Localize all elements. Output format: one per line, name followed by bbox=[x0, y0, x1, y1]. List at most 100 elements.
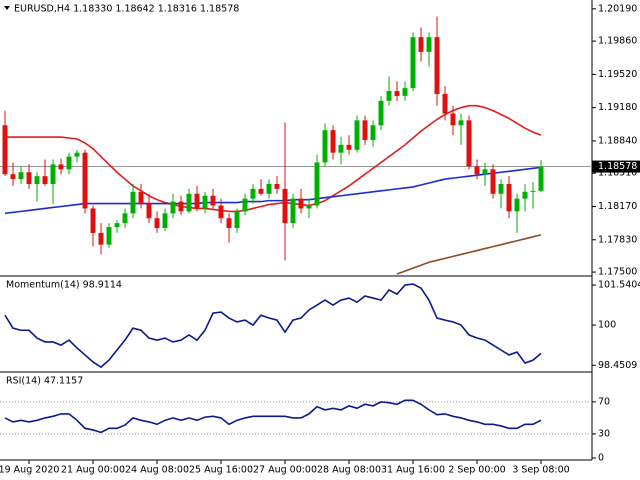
candle-body bbox=[410, 37, 416, 89]
candle-body bbox=[274, 183, 280, 189]
candle-body bbox=[234, 211, 240, 229]
candle-body bbox=[242, 198, 248, 212]
candle-body bbox=[82, 152, 88, 209]
candle-body bbox=[154, 218, 160, 229]
moving-average bbox=[4, 166, 542, 215]
candle-body bbox=[10, 174, 16, 180]
candle-body bbox=[2, 125, 8, 175]
candle-body bbox=[194, 193, 200, 209]
candle-body bbox=[210, 195, 216, 206]
y-tick-label: 1.19180 bbox=[598, 102, 637, 113]
y-tick-label: 1.17830 bbox=[598, 234, 637, 245]
candle-body bbox=[530, 190, 536, 192]
candle-body bbox=[178, 201, 184, 212]
candle-body bbox=[66, 156, 72, 170]
candle-body bbox=[58, 164, 64, 170]
candle-body bbox=[522, 191, 528, 199]
y-tick-label: 1.18170 bbox=[598, 201, 637, 212]
candle-body bbox=[442, 93, 448, 114]
y-tick-label: 100 bbox=[598, 320, 616, 331]
candle-body bbox=[218, 205, 224, 219]
x-tick-label: 28 Aug 08:00 bbox=[317, 465, 381, 476]
panel-title: EURUSD,H4 1.18330 1.18642 1.18316 1.1857… bbox=[14, 4, 239, 15]
candle-body bbox=[26, 172, 32, 184]
x-tick-label: 3 Sep 08:00 bbox=[512, 465, 569, 476]
candle-body bbox=[282, 188, 288, 224]
y-tick-label: 1.19860 bbox=[598, 36, 637, 47]
candle-body bbox=[314, 162, 320, 206]
price-tag bbox=[592, 160, 640, 173]
candle-body bbox=[250, 188, 256, 199]
candle-body bbox=[394, 91, 400, 96]
y-tick-label: 1.18510 bbox=[598, 168, 637, 179]
candle-body bbox=[434, 37, 440, 94]
y-tick-label: 30 bbox=[598, 428, 610, 439]
candle-body bbox=[474, 166, 480, 175]
y-tick-label: 1.20190 bbox=[598, 3, 637, 14]
candle-body bbox=[170, 201, 176, 214]
candle-body bbox=[386, 91, 392, 101]
y-tick-label: 1.17500 bbox=[598, 267, 637, 278]
x-tick-label: 19 Aug 2020 bbox=[0, 465, 59, 476]
candle-body bbox=[450, 113, 456, 126]
x-tick-label: 25 Aug 16:00 bbox=[189, 465, 253, 476]
y-tick-label: 101.5404 bbox=[598, 280, 640, 291]
candle-body bbox=[74, 152, 80, 157]
candle-body bbox=[354, 120, 360, 150]
candle-body bbox=[346, 144, 352, 150]
candle-body bbox=[538, 166, 544, 191]
candle-body bbox=[298, 198, 304, 209]
moving-average bbox=[396, 234, 542, 275]
candle-body bbox=[106, 227, 112, 245]
y-tick-label: 98.4509 bbox=[598, 360, 637, 371]
candle-body bbox=[498, 183, 504, 194]
candle-body bbox=[34, 176, 40, 184]
candle-body bbox=[426, 37, 432, 52]
menu-arrow[interactable] bbox=[4, 6, 10, 10]
candle-body bbox=[138, 191, 144, 204]
indicator-line bbox=[4, 283, 542, 369]
x-tick-label: 27 Aug 00:00 bbox=[253, 465, 317, 476]
price-tag-label: 1.18578 bbox=[598, 161, 637, 172]
candle-body bbox=[114, 223, 120, 228]
candle-body bbox=[306, 205, 312, 209]
candle-body bbox=[378, 100, 384, 126]
candle-body bbox=[258, 188, 264, 194]
candle-body bbox=[186, 193, 192, 212]
y-tick-label: 70 bbox=[598, 396, 610, 407]
candle-body bbox=[18, 172, 24, 180]
candle-body bbox=[514, 198, 520, 212]
y-tick-label: 1.19520 bbox=[598, 69, 637, 80]
candle-body bbox=[290, 198, 296, 224]
candle-body bbox=[122, 213, 128, 224]
panel-title: RSI(14) 47.1157 bbox=[6, 376, 83, 387]
candle-body bbox=[490, 169, 496, 194]
candle-body bbox=[418, 37, 424, 52]
candle-body bbox=[90, 208, 96, 233]
x-tick-label: 31 Aug 16:00 bbox=[381, 465, 445, 476]
candle-body bbox=[130, 191, 136, 214]
candle-body bbox=[202, 195, 208, 209]
x-tick-label: 21 Aug 00:00 bbox=[61, 465, 125, 476]
candle-body bbox=[42, 176, 48, 184]
candle-body bbox=[362, 120, 368, 140]
candle-body bbox=[370, 125, 376, 140]
panel-title: Momentum(14) 98.9114 bbox=[6, 280, 122, 291]
candle-body bbox=[322, 130, 328, 163]
candle-body bbox=[50, 164, 56, 184]
candle-body bbox=[482, 169, 488, 175]
candle-body bbox=[162, 213, 168, 229]
candle-body bbox=[506, 183, 512, 212]
candle-body bbox=[226, 218, 232, 229]
indicator-line bbox=[4, 399, 542, 434]
y-tick-label: 0 bbox=[598, 453, 604, 464]
candle-body bbox=[98, 232, 104, 245]
candle-body bbox=[402, 88, 408, 96]
candle-body bbox=[458, 120, 464, 126]
candle-body bbox=[338, 144, 344, 153]
candle-body bbox=[330, 130, 336, 153]
x-tick-label: 24 Aug 08:00 bbox=[125, 465, 189, 476]
candle-body bbox=[266, 183, 272, 194]
candle-body bbox=[146, 203, 152, 219]
